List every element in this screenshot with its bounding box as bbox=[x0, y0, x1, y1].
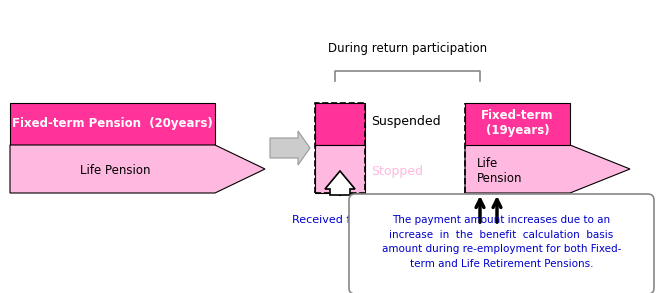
Bar bbox=[315, 145, 365, 193]
Polygon shape bbox=[465, 145, 630, 193]
FancyBboxPatch shape bbox=[349, 194, 654, 293]
Text: The payment amount increases due to an
increase  in  the  benefit  calculation  : The payment amount increases due to an i… bbox=[382, 215, 621, 269]
Polygon shape bbox=[10, 145, 265, 193]
Polygon shape bbox=[325, 171, 355, 195]
Text: Received for 1year: Received for 1year bbox=[292, 215, 397, 225]
Polygon shape bbox=[10, 103, 215, 145]
Bar bbox=[315, 103, 365, 145]
Text: During return participation: During return participation bbox=[328, 42, 487, 55]
Text: Suspended: Suspended bbox=[371, 115, 441, 127]
Bar bbox=[315, 103, 365, 193]
Text: Fixed-term Pension  (20years): Fixed-term Pension (20years) bbox=[12, 117, 213, 130]
Text: Life
Pension: Life Pension bbox=[477, 157, 522, 185]
Text: Life Pension: Life Pension bbox=[80, 163, 151, 176]
Polygon shape bbox=[270, 131, 310, 165]
Text: Stopped: Stopped bbox=[371, 164, 423, 178]
Text: Fixed-term
(19years): Fixed-term (19years) bbox=[481, 109, 554, 137]
Bar bbox=[465, 103, 570, 145]
